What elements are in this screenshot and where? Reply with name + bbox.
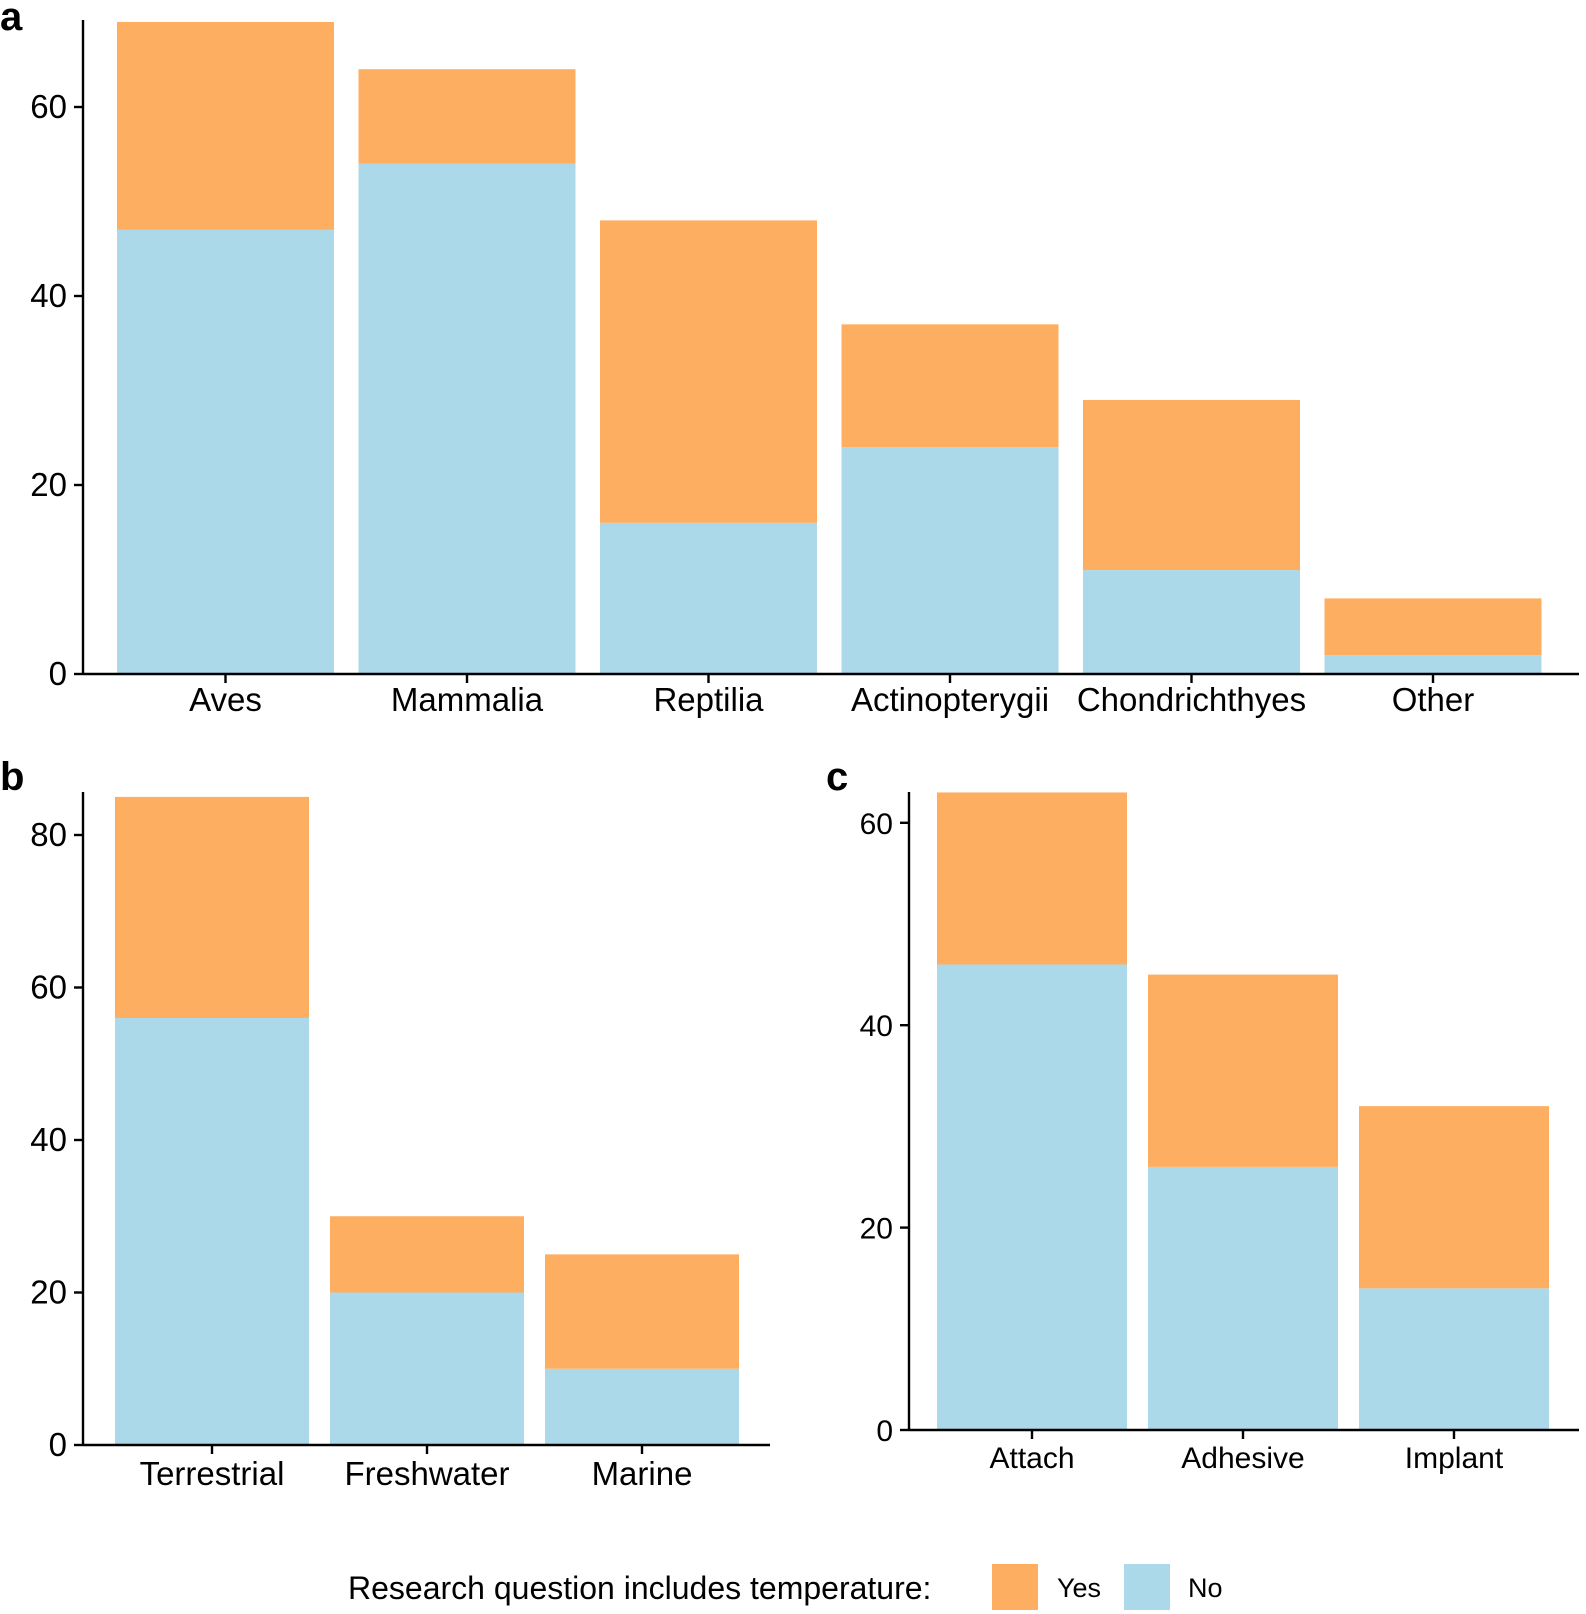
panel-b-bars bbox=[115, 796, 739, 1445]
legend-title: Research question includes temperature: bbox=[348, 1570, 931, 1606]
y-tick-label-a-20: 20 bbox=[30, 466, 67, 503]
y-tick-label-b-40: 40 bbox=[30, 1121, 67, 1158]
bar-a-mammalia-yes bbox=[358, 69, 576, 164]
bar-a-chondrichthyes-no bbox=[1083, 570, 1300, 674]
bar-b-freshwater-yes bbox=[330, 1216, 524, 1293]
bar-a-actinopterygii-yes bbox=[841, 324, 1059, 448]
y-tick-label-a-60: 60 bbox=[30, 88, 67, 125]
bar-b-marine-no bbox=[545, 1368, 739, 1445]
bar-a-reptilia-no bbox=[600, 522, 817, 674]
y-tick-label-b-80: 80 bbox=[30, 816, 67, 853]
panel-label-a: a bbox=[0, 0, 23, 39]
bar-c-attach-no bbox=[937, 964, 1127, 1430]
legend: Research question includes temperature: … bbox=[348, 1564, 1223, 1610]
bar-a-mammalia-no bbox=[358, 163, 576, 674]
x-tick-label-c-implant: Implant bbox=[1405, 1442, 1504, 1475]
bar-b-marine-yes bbox=[545, 1254, 739, 1369]
panel-label-c: c bbox=[826, 755, 848, 799]
bar-a-chondrichthyes-yes bbox=[1083, 399, 1300, 571]
bar-c-adhesive-yes bbox=[1148, 974, 1338, 1167]
bar-c-implant-no bbox=[1359, 1288, 1549, 1430]
y-tick-label-c-60: 60 bbox=[860, 808, 893, 841]
x-tick-label-b-freshwater: Freshwater bbox=[344, 1455, 509, 1492]
bar-a-actinopterygii-no bbox=[841, 447, 1059, 674]
x-tick-label-a-other: Other bbox=[1392, 681, 1475, 718]
x-tick-label-a-actinopterygii: Actinopterygii bbox=[851, 681, 1049, 718]
x-tick-label-c-attach: Attach bbox=[989, 1442, 1074, 1475]
y-tick-label-a-0: 0 bbox=[49, 655, 67, 692]
y-tick-label-c-0: 0 bbox=[876, 1415, 893, 1448]
y-tick-label-c-40: 40 bbox=[860, 1010, 893, 1043]
bar-a-other-yes bbox=[1324, 598, 1542, 656]
bar-a-aves-yes bbox=[117, 21, 334, 230]
bar-b-freshwater-no bbox=[330, 1292, 524, 1445]
y-tick-label-b-0: 0 bbox=[49, 1426, 67, 1463]
panel-label-b: b bbox=[0, 755, 24, 799]
legend-label-yes: Yes bbox=[1057, 1573, 1101, 1603]
panel-b-x-ticks: Terrestrial Freshwater Marine bbox=[140, 1445, 693, 1492]
panel-c-bars bbox=[937, 792, 1549, 1430]
x-tick-label-a-mammalia: Mammalia bbox=[391, 681, 544, 718]
x-tick-label-a-reptilia: Reptilia bbox=[653, 681, 764, 718]
panel-c-x-ticks: Attach Adhesive Implant bbox=[989, 1430, 1504, 1475]
panel-a-y-ticks: 0 20 40 60 bbox=[30, 88, 83, 692]
x-tick-label-b-terrestrial: Terrestrial bbox=[140, 1455, 285, 1492]
panel-a-bars bbox=[117, 21, 1542, 674]
x-tick-label-b-marine: Marine bbox=[592, 1455, 693, 1492]
bar-b-terrestrial-yes bbox=[115, 796, 309, 1018]
legend-swatch-no bbox=[1124, 1564, 1170, 1610]
x-tick-label-a-chondrichthyes: Chondrichthyes bbox=[1077, 681, 1306, 718]
legend-swatch-yes bbox=[992, 1564, 1038, 1610]
bar-b-terrestrial-no bbox=[115, 1018, 309, 1445]
bar-a-other-no bbox=[1324, 655, 1542, 674]
panel-c: c 0 20 40 60 Attach Adhesive Implant bbox=[826, 755, 1579, 1475]
panel-a-x-ticks: Aves Mammalia Reptilia Actinopterygii Chondr… bbox=[189, 674, 1474, 718]
y-tick-label-b-60: 60 bbox=[30, 969, 67, 1006]
bar-c-adhesive-no bbox=[1148, 1166, 1338, 1430]
x-tick-label-a-aves: Aves bbox=[189, 681, 262, 718]
y-tick-label-a-40: 40 bbox=[30, 277, 67, 314]
panel-b: b 0 20 40 60 80 Terrestrial Freshwater Marine bbox=[0, 755, 770, 1492]
bar-c-implant-yes bbox=[1359, 1106, 1549, 1289]
bar-c-attach-yes bbox=[937, 792, 1127, 965]
panel-c-y-ticks: 0 20 40 60 bbox=[860, 808, 909, 1448]
x-tick-label-c-adhesive: Adhesive bbox=[1181, 1442, 1304, 1475]
y-tick-label-c-20: 20 bbox=[860, 1213, 893, 1246]
y-tick-label-b-20: 20 bbox=[30, 1274, 67, 1311]
panel-a: a 0 20 40 60 Aves Mammalia Reptilia Actinopter… bbox=[0, 0, 1579, 718]
panel-b-y-ticks: 0 20 40 60 80 bbox=[30, 816, 83, 1463]
bar-a-reptilia-yes bbox=[600, 220, 817, 523]
bar-a-aves-no bbox=[117, 229, 334, 674]
legend-label-no: No bbox=[1188, 1573, 1223, 1603]
